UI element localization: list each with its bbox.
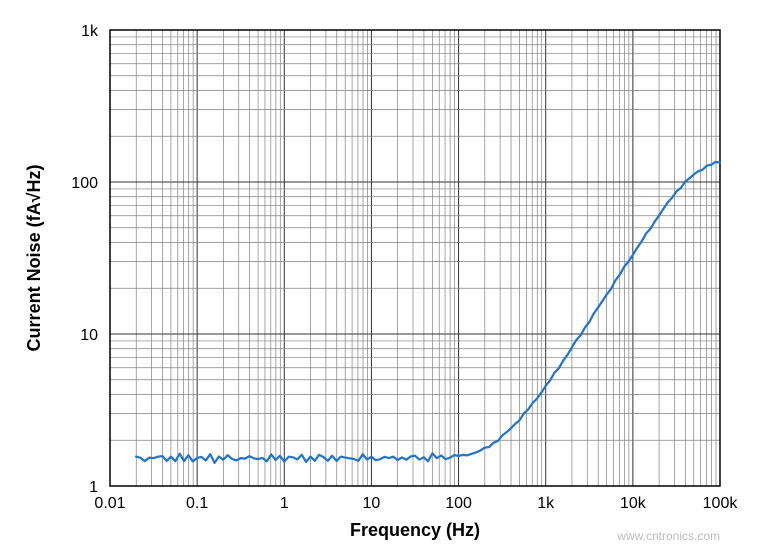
chart-page: 0.01 0.1 1 10 100 1k 10k 100k 1 10 100 1k Frequency … [0, 0, 774, 556]
x-tick-label: 100k [703, 495, 739, 512]
x-tick-label: 10 [363, 495, 381, 512]
y-tick-label: 100 [71, 175, 98, 192]
x-tick-label: 1 [280, 495, 289, 512]
watermark: www.cntronics.com [616, 529, 720, 543]
chart-background [0, 0, 774, 556]
x-tick-label: 10k [620, 495, 647, 512]
x-tick-label: 0.1 [186, 495, 208, 512]
x-axis-label: Frequency (Hz) [350, 520, 480, 540]
y-tick-label: 1 [89, 479, 98, 496]
y-tick-label: 1k [81, 23, 99, 40]
x-tick-label: 0.01 [94, 495, 125, 512]
y-tick-label: 10 [80, 327, 98, 344]
x-tick-label: 100 [445, 495, 472, 512]
chart-container: 0.01 0.1 1 10 100 1k 10k 100k 1 10 100 1k Frequency … [0, 0, 774, 556]
y-axis-label: Current Noise (fA√Hz) [24, 165, 44, 352]
noise-vs-frequency-chart: 0.01 0.1 1 10 100 1k 10k 100k 1 10 100 1k Frequency … [0, 0, 774, 556]
x-tick-label: 1k [537, 495, 555, 512]
